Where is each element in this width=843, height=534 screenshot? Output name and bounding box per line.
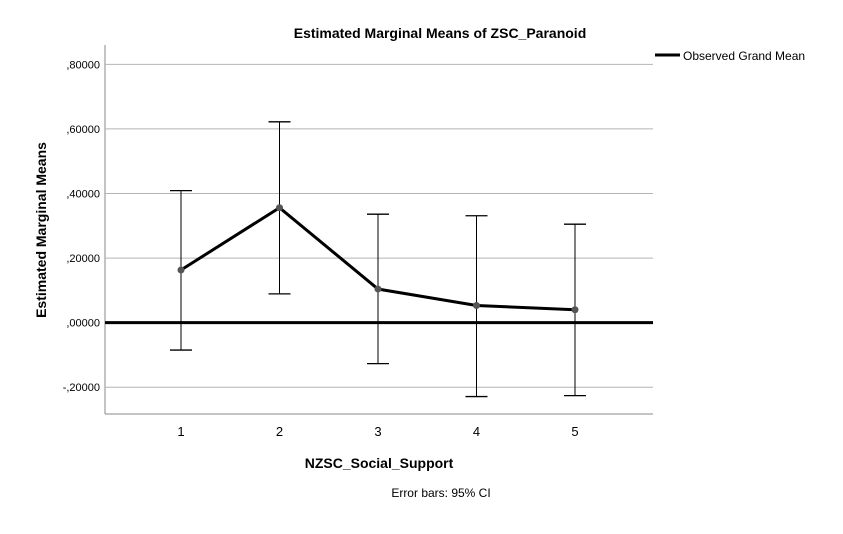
y-tick-label: -,20000 xyxy=(63,382,100,394)
y-tick-label: ,80000 xyxy=(66,59,100,71)
y-tick-label: ,40000 xyxy=(66,189,100,201)
x-tick-label: 5 xyxy=(571,424,578,439)
x-tick-label: 4 xyxy=(473,424,480,439)
legend: Observed Grand Mean xyxy=(655,49,805,63)
chart-title: Estimated Marginal Means of ZSC_Paranoid xyxy=(294,25,587,41)
y-tick-label: ,00000 xyxy=(66,318,100,330)
data-point xyxy=(571,306,579,314)
data-point xyxy=(374,285,382,293)
footnote: Error bars: 95% CI xyxy=(391,486,490,500)
data-point xyxy=(473,302,480,310)
x-tick-label: 1 xyxy=(177,424,184,439)
x-tick-label: 2 xyxy=(276,424,283,439)
data-point xyxy=(177,266,185,274)
grid xyxy=(104,45,653,415)
x-ticks: 1 2 3 4 5 xyxy=(177,424,578,439)
y-tick-label: ,60000 xyxy=(66,124,100,136)
y-axis-label: Estimated Marginal Means xyxy=(33,142,49,318)
y-tick-label: ,20000 xyxy=(66,253,100,265)
data-point xyxy=(276,204,283,212)
x-axis-label: NZSC_Social_Support xyxy=(305,455,454,471)
x-tick-label: 3 xyxy=(374,424,381,439)
plot-area xyxy=(105,121,653,398)
legend-label: Observed Grand Mean xyxy=(683,49,805,63)
y-ticks: -,20000 ,00000 ,20000 ,40000 ,60000 ,80000 xyxy=(63,59,100,394)
